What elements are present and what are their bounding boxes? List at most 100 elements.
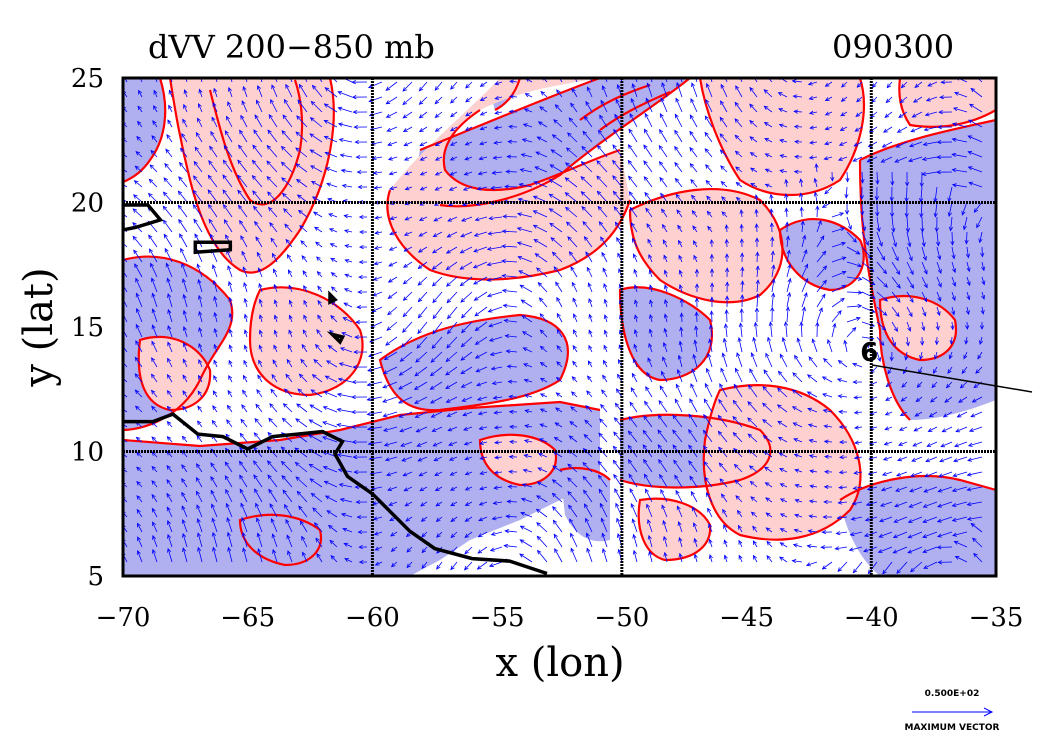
wind-vector [879,516,893,522]
wind-vector [281,146,293,158]
wind-vector-head [572,360,577,366]
wind-vector [587,87,593,98]
wind-vector [460,276,473,287]
wind-vector-head [599,114,604,120]
wind-vector-head [813,191,818,197]
wind-vector [882,141,893,148]
wind-vector [809,111,818,114]
wind-vector-head [879,502,885,507]
wind-vector-head [863,533,869,537]
wind-vector [794,514,803,518]
wind-vector-head [689,146,694,152]
wind-vector-head [927,82,933,87]
wind-vector [588,330,593,338]
wind-vector [690,179,698,188]
wind-vector-head [734,150,740,156]
wind-vector [861,343,870,353]
wind-vector [693,354,698,368]
wind-vector-head [208,218,213,224]
wind-vector [536,522,548,533]
wind-vector [137,523,143,533]
wind-vector-head [284,503,289,509]
wind-vector [896,141,908,148]
wind-vector [809,141,818,144]
wind-vector [648,535,653,548]
wind-vector [870,411,878,415]
wind-vector-head [474,326,480,332]
wind-vector-head [921,156,927,161]
wind-vector [285,239,293,248]
wind-vector-head [287,269,292,275]
wind-vector [243,360,248,368]
wind-vector-head [374,215,380,220]
wind-vector [338,123,353,128]
wind-vector-head [431,428,437,432]
wind-vector-head [734,134,740,140]
wind-vector-head [919,182,924,188]
wind-vector [704,115,713,128]
wind-vector [535,151,548,158]
wind-vector-head [314,226,319,231]
wind-vector [644,129,653,143]
wind-vector [273,284,278,293]
wind-vector [906,186,908,202]
wind-vector [779,124,788,128]
wind-vector [268,207,278,218]
wind-vector-head [326,182,332,187]
wind-vector [692,507,698,518]
wind-vector-head [149,164,155,169]
wind-vector [679,553,683,563]
wind-vector-head [446,413,452,417]
wind-vector-head [268,114,273,119]
wind-vector-head [462,186,468,191]
wind-vector-head [708,538,713,544]
wind-vector [598,475,608,488]
wind-vector [254,114,263,128]
wind-vector [823,358,833,368]
wind-vector [297,99,308,113]
wind-vector-head [647,534,652,540]
wind-vector [600,236,608,248]
wind-vector-head [612,190,618,196]
wind-vector [271,518,278,533]
wind-vector [770,322,773,338]
wind-vector [387,306,398,316]
wind-vector [571,391,578,398]
wind-vector [212,532,218,548]
wind-vector-head [418,472,424,477]
wind-vector-head [588,298,593,303]
wind-vector [313,211,323,218]
wind-vector [450,111,458,118]
wind-vector [633,253,638,263]
wind-vector [123,270,128,278]
wind-vector [373,516,383,520]
wind-vector [749,87,758,98]
wind-vector-head [374,546,380,551]
wind-vector-head [662,519,667,525]
wind-vector-head [705,164,710,169]
wind-vector [952,531,968,536]
wind-vector [749,136,758,143]
wind-vector-head [601,389,606,394]
wind-vector [881,486,893,491]
wind-vector [329,540,338,548]
wind-vector-head [151,292,156,298]
wind-vector [846,276,862,280]
wind-vector [375,231,383,234]
wind-vector-head [118,225,122,229]
wind-vector-head [603,283,608,288]
wind-vector-head [642,444,647,449]
wind-vector-head [763,105,769,110]
wind-vector [738,337,743,353]
wind-vector [725,324,728,338]
wind-vector-head [429,385,435,390]
wind-vector [878,546,893,553]
wind-vector [968,151,983,158]
wind-vector-head [717,430,723,436]
wind-vector-head [599,502,604,508]
wind-vector [831,323,836,338]
wind-vector [447,231,458,238]
wind-vector [517,213,533,218]
wind-vector [506,515,518,518]
wind-vector [825,111,833,116]
